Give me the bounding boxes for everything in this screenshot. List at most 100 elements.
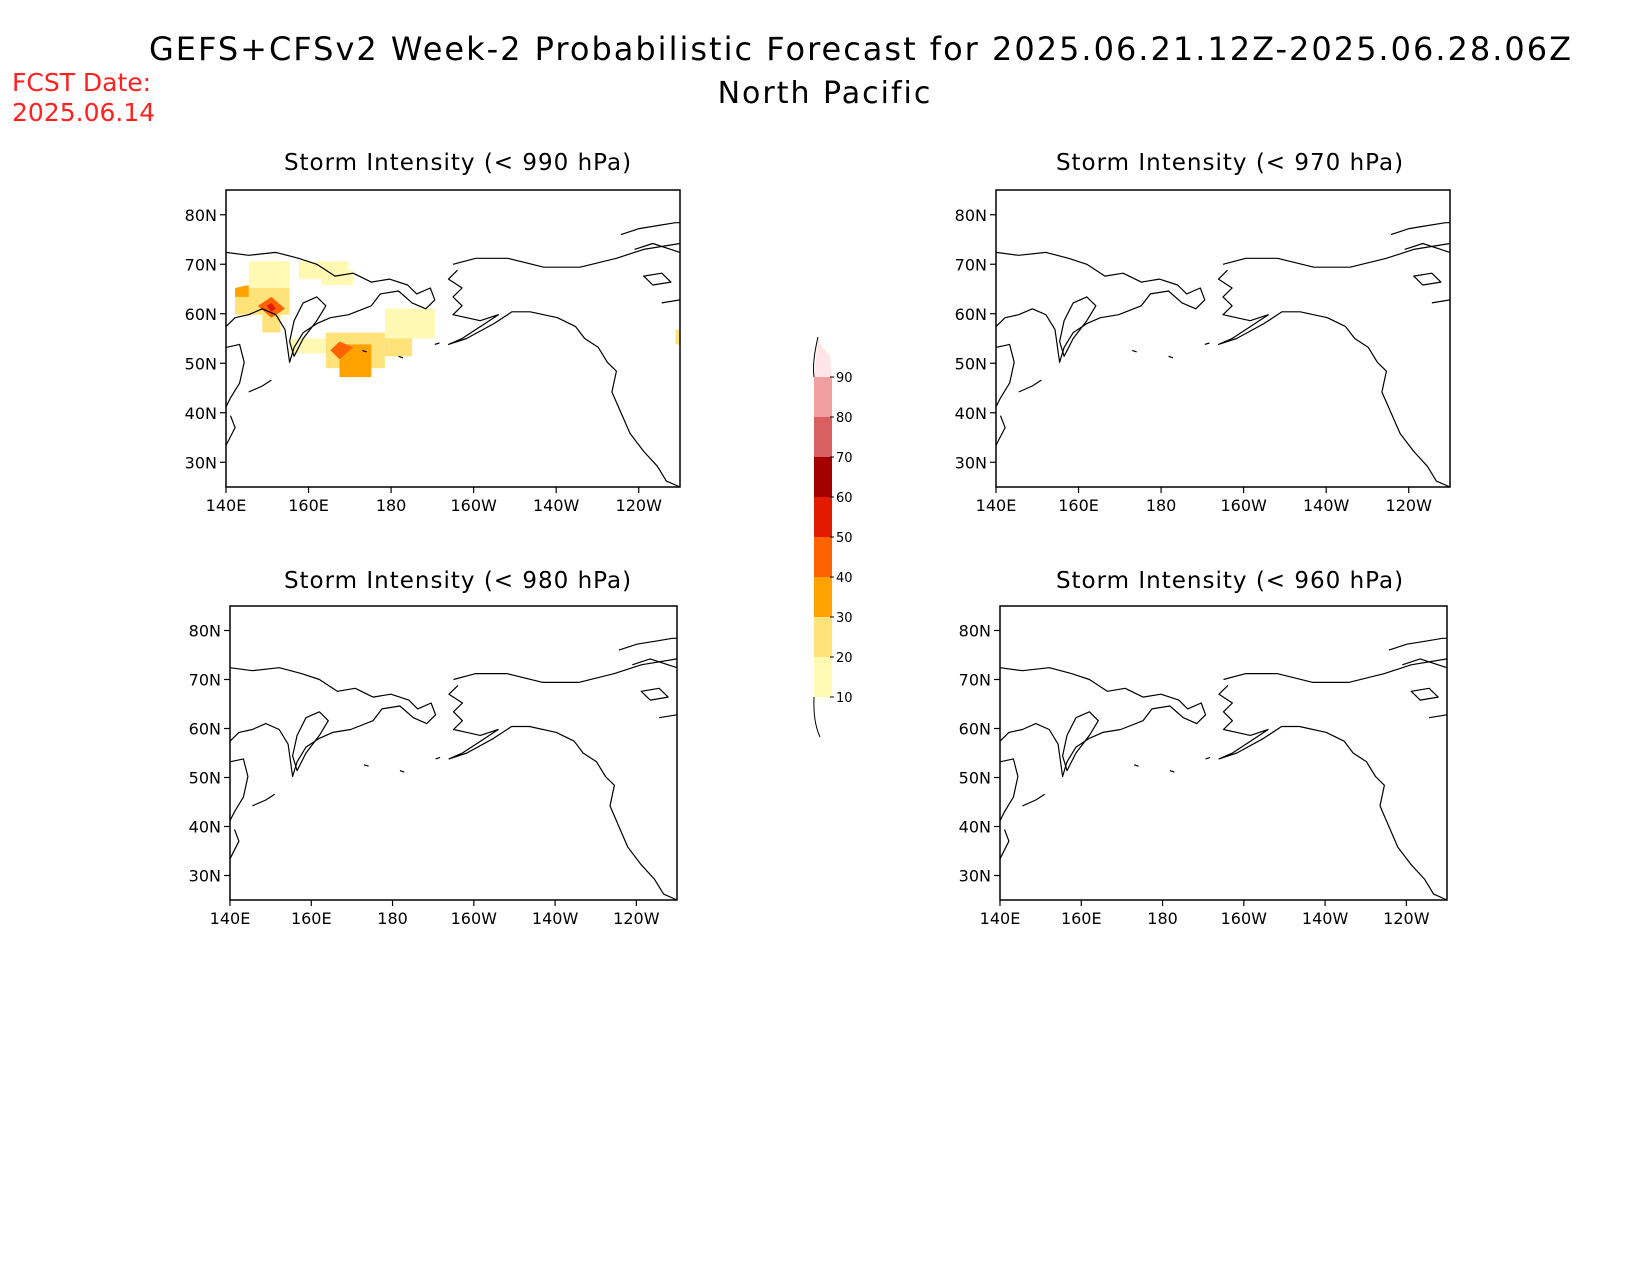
lon-tick-label: 140E	[206, 496, 247, 515]
coastlines	[229, 637, 678, 901]
colorbar-label: 60	[836, 491, 853, 506]
lat-tick-label: 60N	[185, 305, 217, 324]
lon-tick-label: 160E	[1058, 496, 1099, 515]
lat-tick-label: 70N	[955, 255, 987, 274]
lat-tick-label: 50N	[955, 354, 987, 373]
colorbar-label: 80	[836, 411, 853, 426]
colorbar-box	[814, 497, 832, 537]
shading-hotspot	[235, 285, 249, 297]
colorbar-label: 70	[836, 451, 853, 466]
shading-cell	[384, 308, 435, 339]
forecast-date: FCST Date: 2025.06.14	[12, 68, 155, 128]
shading-cell	[289, 338, 326, 354]
lon-tick-label: 160W	[1221, 909, 1268, 928]
colorbar-label: 50	[836, 531, 853, 546]
lat-tick-label: 40N	[185, 404, 217, 423]
panel-title-960: Storm Intensity (< 960 hPa)	[1055, 568, 1405, 594]
panel-title-990: Storm Intensity (< 990 hPa)	[283, 150, 633, 176]
map-frame	[229, 605, 678, 901]
map-panel-p960: 80N 70N 60N 50N 40N 30N 140E 160E 180 160W 140W 120…	[959, 605, 1448, 928]
panel-title-970: Storm Intensity (< 970 hPa)	[1055, 150, 1405, 176]
colorbar-label: 90	[836, 371, 853, 386]
lon-tick-label: 140W	[532, 909, 579, 928]
lon-tick-label: 160W	[1220, 496, 1267, 515]
lon-tick-label: 160E	[288, 496, 329, 515]
coastlines	[225, 222, 681, 488]
panel-title-980: Storm Intensity (< 980 hPa)	[283, 568, 633, 594]
shading-cell	[675, 329, 680, 345]
lon-tick-label: 120W	[613, 909, 660, 928]
map-frame	[225, 189, 681, 488]
lon-tick-label: 140W	[1303, 496, 1350, 515]
lat-tick-label: 70N	[185, 255, 217, 274]
shading-hotspot	[330, 341, 354, 360]
coastlines	[999, 637, 1448, 901]
colorbar-label: 30	[836, 611, 853, 626]
map-panel-p990: 80N 70N 60N 50N 40N 30N 140E 160E 180 160W 140W 120…	[185, 189, 681, 515]
lat-tick-label: 30N	[955, 453, 987, 472]
lon-tick-label: 180	[1147, 909, 1178, 928]
shading-cell	[321, 270, 354, 286]
lon-tick-label: 180	[1146, 496, 1177, 515]
colorbar-box	[814, 417, 832, 457]
lat-tick-label: 70N	[959, 671, 991, 690]
lat-tick-label: 60N	[189, 720, 221, 739]
lon-tick-label: 180	[377, 909, 408, 928]
colorbar-box	[814, 537, 832, 577]
shading-hotspot	[266, 302, 276, 312]
lat-tick-label: 80N	[959, 622, 991, 641]
lat-tick-label: 40N	[959, 818, 991, 837]
lon-tick-label: 140E	[980, 909, 1021, 928]
lat-tick-label: 30N	[185, 453, 217, 472]
forecast-date-label: FCST Date:	[12, 68, 152, 97]
map-panel-p970: 80N 70N 60N 50N 40N 30N 140E 160E 180 160W 140W 120…	[955, 189, 1451, 515]
colorbar-box	[814, 617, 832, 657]
lon-tick-label: 140W	[1302, 909, 1349, 928]
shading-cell	[384, 338, 413, 357]
lat-tick-label: 60N	[959, 720, 991, 739]
lon-tick-label: 180	[376, 496, 407, 515]
lon-tick-label: 140E	[976, 496, 1017, 515]
lon-tick-label: 160W	[451, 909, 498, 928]
lat-tick-label: 30N	[189, 867, 221, 886]
region-subtitle: North Pacific	[717, 76, 933, 111]
probability-shading	[235, 261, 680, 378]
lat-tick-label: 60N	[955, 305, 987, 324]
colorbar-top-arrow	[814, 337, 832, 377]
colorbar-label: 40	[836, 571, 853, 586]
colorbar-box	[814, 577, 832, 617]
lat-tick-label: 80N	[185, 206, 217, 225]
lat-tick-label: 50N	[189, 769, 221, 788]
coastlines	[995, 222, 1451, 488]
lat-tick-label: 80N	[955, 206, 987, 225]
lat-tick-label: 50N	[959, 769, 991, 788]
lon-tick-label: 140E	[210, 909, 251, 928]
lon-tick-label: 120W	[616, 496, 663, 515]
colorbar-box	[814, 657, 832, 697]
lat-tick-label: 40N	[189, 818, 221, 837]
map-frame	[999, 605, 1448, 901]
lat-tick-label: 40N	[955, 404, 987, 423]
lon-tick-label: 160E	[291, 909, 332, 928]
lon-tick-label: 160E	[1061, 909, 1102, 928]
lat-tick-label: 80N	[189, 622, 221, 641]
lat-tick-label: 50N	[185, 354, 217, 373]
shading-cell	[248, 261, 290, 289]
lon-tick-label: 120W	[1383, 909, 1430, 928]
lat-tick-label: 70N	[189, 671, 221, 690]
shading-cell	[262, 314, 281, 333]
colorbar-label: 20	[836, 651, 853, 666]
map-frame	[995, 189, 1451, 488]
lon-tick-label: 160W	[450, 496, 497, 515]
page-title: GEFS+CFSv2 Week-2 Probabilistic Forecast…	[148, 30, 1574, 68]
forecast-date-value: 2025.06.14	[12, 98, 156, 127]
lat-tick-label: 30N	[959, 867, 991, 886]
lon-tick-label: 140W	[533, 496, 580, 515]
colorbar: 10 20 30 40 50 60 70 80 90	[813, 336, 853, 738]
map-panel-p980: 80N 70N 60N 50N 40N 30N 140E 160E 180 160W 140W 120…	[189, 605, 678, 928]
colorbar-box	[814, 377, 832, 417]
lon-tick-label: 120W	[1386, 496, 1433, 515]
colorbar-box	[814, 457, 832, 497]
colorbar-label: 10	[836, 691, 853, 706]
